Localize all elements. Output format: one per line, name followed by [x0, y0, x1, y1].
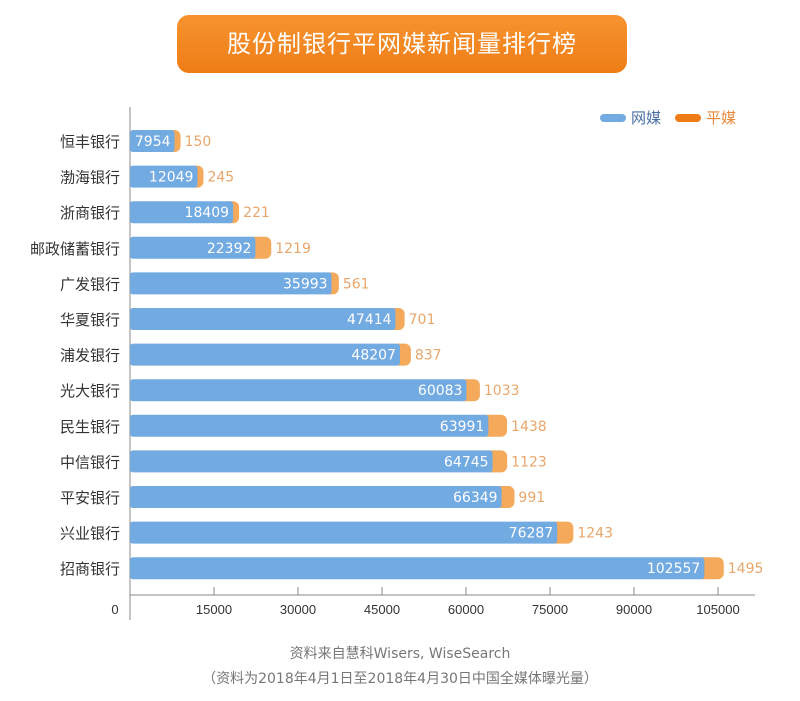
category-label: 招商银行: [60, 560, 120, 578]
bar-print-segment: [497, 486, 515, 508]
bar-web-value: 35993: [283, 276, 328, 292]
bar-print-value: 245: [207, 170, 234, 186]
category-label: 浙商银行: [60, 204, 120, 222]
x-tick-label: 75000: [532, 602, 568, 617]
bar-print-value: 221: [243, 205, 270, 221]
bar-web-value: 76287: [509, 526, 554, 542]
bar-web-segment: [130, 521, 558, 544]
bar-web-value: 64745: [444, 454, 489, 470]
bar-web-value: 48207: [351, 348, 396, 364]
bar-web-value: 47414: [347, 312, 392, 328]
bar-print-value: 1438: [511, 419, 547, 435]
x-tick-label: 45000: [364, 602, 400, 617]
bar-web-segment: [130, 308, 396, 330]
legend-label-web: 网媒: [631, 109, 662, 127]
category-label: 光大银行: [60, 382, 120, 400]
bar-print-value: 561: [343, 276, 370, 292]
legend-swatch-web: [600, 113, 626, 122]
bar-print-segment: [553, 521, 574, 544]
bar-web-value: 7954: [135, 134, 171, 150]
bar-print-segment: [251, 236, 272, 259]
legend-label-print: 平媒: [706, 109, 737, 127]
category-label: 渤海银行: [60, 169, 120, 187]
bar-web-value: 18409: [185, 205, 230, 221]
category-label: 恒丰银行: [60, 133, 120, 151]
bar-print-value: 150: [185, 134, 212, 150]
legend-swatch-print: [675, 113, 702, 122]
legend: 网媒 平媒: [600, 107, 736, 128]
bar-print-value: 1033: [484, 383, 520, 399]
bar-print-value: 1123: [511, 454, 547, 470]
bar-web-segment: [130, 486, 502, 508]
bar-web-segment: [130, 343, 400, 366]
bar-web-segment: [130, 379, 467, 402]
bar-print-segment: [700, 557, 724, 580]
bar-web-segment: [130, 236, 256, 259]
bar-web-segment: [130, 165, 198, 188]
category-label: 广发银行: [60, 275, 120, 293]
bar-web-segment: [130, 450, 493, 473]
bar-web-segment: [130, 557, 705, 580]
bar-web-value: 66349: [453, 490, 498, 506]
bar-print-segment: [462, 379, 480, 402]
bar-print-value: 991: [518, 490, 545, 506]
bar-print-segment: [488, 450, 508, 473]
x-tick-label: 90000: [616, 602, 652, 617]
bar-web-value: 22392: [207, 241, 252, 257]
x-tick-label: 60000: [448, 602, 484, 617]
bar-web-segment: [130, 130, 175, 152]
category-label: 兴业银行: [60, 525, 120, 543]
bar-web-value: 102557: [647, 561, 700, 577]
x-tick-label: 105000: [696, 602, 739, 617]
bar-web-value: 12049: [149, 170, 194, 186]
bar-print-segment: [484, 414, 508, 437]
bar-web-value: 63991: [440, 419, 485, 435]
category-label: 邮政储蓄银行: [30, 240, 120, 258]
category-label: 民生银行: [60, 418, 120, 436]
bar-print-value: 1495: [728, 561, 764, 577]
note-text: （资料为2018年4月1日至2018年4月30日中国全媒体曝光量）: [202, 671, 598, 687]
chart-title: 股份制银行平网媒新闻量排行榜: [177, 15, 627, 73]
bar-web-value: 60083: [418, 383, 463, 399]
category-label: 华夏银行: [60, 311, 120, 329]
bar-print-value: 701: [409, 312, 436, 328]
bar-web-segment: [130, 201, 234, 224]
category-label: 浦发银行: [60, 347, 120, 365]
bar-web-segment: [130, 272, 332, 295]
x-tick-label: 15000: [196, 602, 232, 617]
x-tick-label: 30000: [280, 602, 316, 617]
bar-print-value: 1243: [577, 526, 613, 542]
bar-print-value: 837: [415, 348, 442, 364]
category-label: 平安银行: [60, 489, 120, 507]
bar-print-value: 1219: [275, 241, 311, 257]
category-label: 中信银行: [60, 453, 120, 471]
source-text: 资料来自慧科Wisers, WiseSearch: [289, 646, 511, 662]
x-tick-label: 0: [111, 602, 118, 617]
bar-web-segment: [130, 414, 489, 437]
